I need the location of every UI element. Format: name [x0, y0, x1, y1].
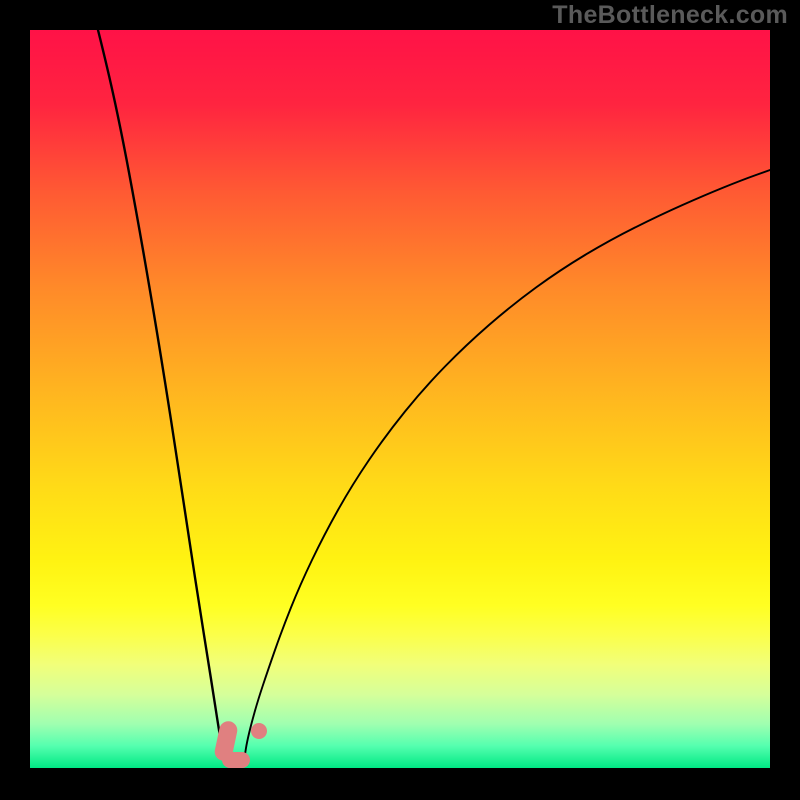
- data-marker-1: [222, 752, 250, 768]
- chart-canvas: TheBottleneck.com: [0, 0, 800, 800]
- plot-area: [30, 30, 770, 768]
- gradient-background: [30, 30, 770, 768]
- data-marker-2: [251, 723, 267, 739]
- watermark-text: TheBottleneck.com: [552, 1, 788, 30]
